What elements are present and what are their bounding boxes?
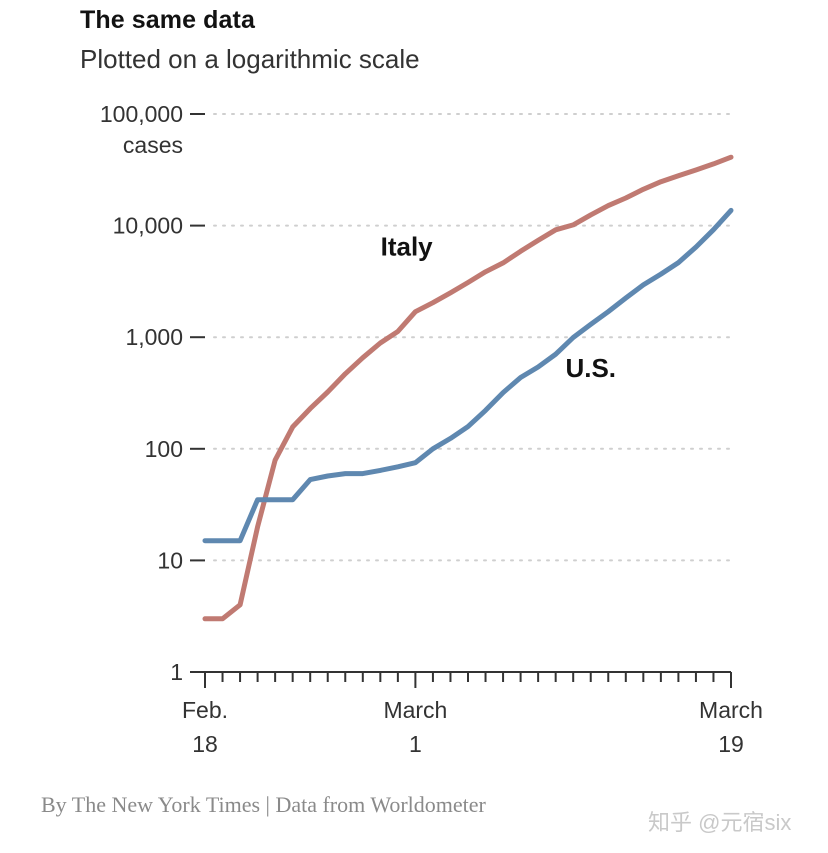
x-tick-label-month: Feb. (182, 697, 228, 723)
gridlines (213, 113, 732, 562)
x-tick-label-day: 18 (192, 731, 218, 757)
y-tick-label: 10,000 (113, 213, 183, 239)
x-tick-label-month: March (383, 697, 447, 723)
y-tick-label: 1,000 (125, 324, 183, 350)
series-label-italy: Italy (381, 231, 434, 261)
line-chart: 1 10 100 1,000 10,000 100,000 cases Feb. 18 March… (100, 101, 763, 757)
x-tick-label-day: 19 (718, 731, 744, 757)
y-tick-label: 10 (157, 547, 183, 573)
chart-subtitle: Plotted on a logarithmic scale (80, 44, 420, 74)
watermark: 知乎 @元宿six (648, 810, 792, 835)
labels: 1 10 100 1,000 10,000 100,000 cases Feb. 18 March… (100, 101, 763, 757)
series-label-us: U.S. (565, 353, 616, 383)
x-tick-label-day: 1 (409, 731, 422, 757)
chart-title: The same data (80, 6, 255, 34)
x-tick-label-month: March (699, 697, 763, 723)
y-tick-label: 100 (145, 436, 183, 462)
y-tick-label: 100,000 (100, 101, 183, 127)
axes (190, 113, 732, 688)
y-tick-label: 1 (170, 659, 183, 685)
source-credit: By The New York Times | Data from Worldo… (41, 792, 486, 817)
series-line-us (202, 207, 734, 544)
series-line-italy (202, 154, 734, 622)
series-lines (202, 154, 734, 622)
y-unit-label: cases (123, 132, 183, 158)
